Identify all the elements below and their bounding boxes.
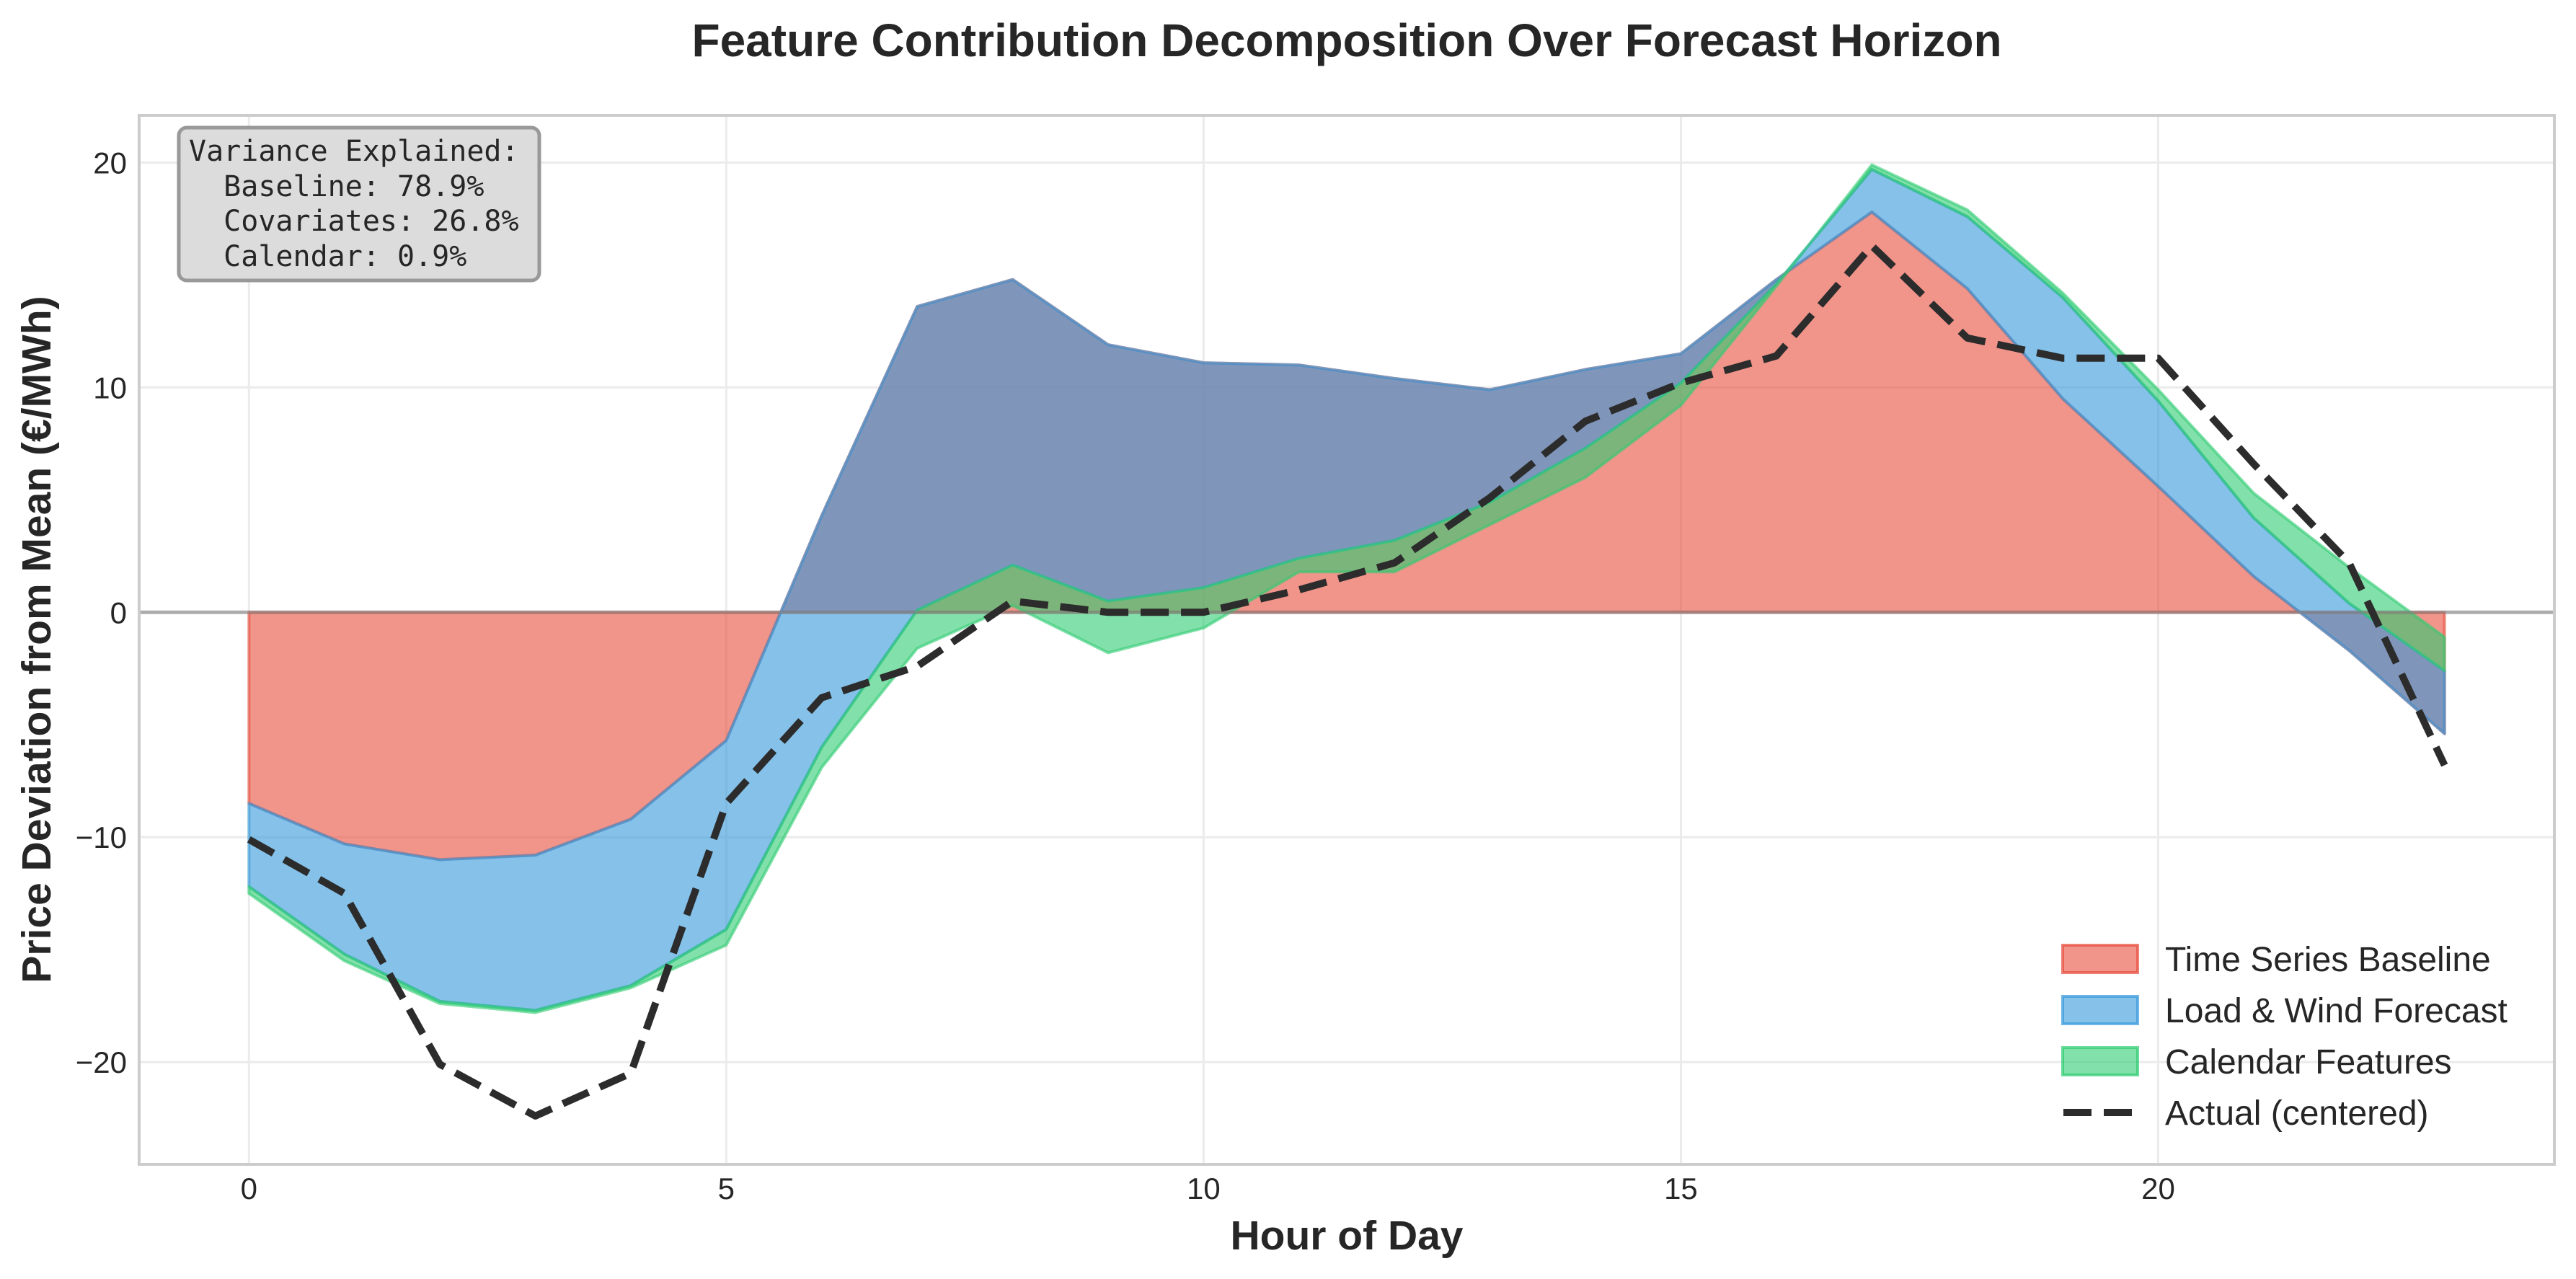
chart-title: Feature Contribution Decomposition Over …: [691, 14, 2001, 66]
legend: Time Series Baseline Load & Wind Forecas…: [2061, 941, 2508, 1133]
x-tick-label: 5: [718, 1172, 735, 1205]
legend-swatch-calendar: [2061, 1046, 2139, 1076]
x-tick-label: 15: [1664, 1172, 1698, 1205]
y-tick-labels: −20 −10 0 10 20: [76, 146, 127, 1079]
actual-line-layer: [247, 242, 2448, 1120]
area-calendar-features: [247, 163, 2446, 1014]
annotation-line-heading: Variance Explained:: [189, 135, 519, 168]
y-tick-label: −20: [76, 1045, 127, 1079]
legend-item-actual[interactable]: Actual (centered): [2063, 1094, 2429, 1133]
y-tick-label: 0: [110, 596, 127, 629]
y-tick-label: 20: [93, 146, 127, 180]
legend-swatch-baseline: [2061, 944, 2139, 974]
legend-label-baseline: Time Series Baseline: [2165, 941, 2491, 979]
legend-item-load-wind[interactable]: Load & Wind Forecast: [2061, 992, 2508, 1030]
y-tick-label: 10: [93, 371, 127, 404]
legend-item-calendar[interactable]: Calendar Features: [2061, 1043, 2452, 1081]
legend-label-calendar: Calendar Features: [2165, 1043, 2452, 1081]
x-tick-label: 20: [2141, 1172, 2175, 1205]
annotation-line-baseline: Baseline: 78.9%: [189, 170, 484, 203]
annotation-line-calendar: Calendar: 0.9%: [189, 240, 466, 273]
x-tick-labels: 0 5 10 15 20: [241, 1172, 2175, 1205]
legend-item-baseline[interactable]: Time Series Baseline: [2061, 941, 2491, 979]
annotation-background: [177, 125, 541, 283]
legend-label-load-wind: Load & Wind Forecast: [2165, 992, 2508, 1030]
x-tick-label: 0: [241, 1172, 257, 1205]
line-actual-centered: [247, 242, 2448, 1120]
y-axis-label: Price Deviation from Mean (€/MWh): [14, 296, 60, 983]
legend-label-actual: Actual (centered): [2165, 1094, 2429, 1133]
annotation-line-covariates: Covariates: 26.8%: [189, 205, 519, 238]
x-axis-label: Hour of Day: [1230, 1213, 1463, 1259]
variance-annotation-box: Variance Explained: Baseline: 78.9% Cova…: [177, 125, 541, 283]
plot-frame: [138, 114, 2556, 1166]
x-tick-label: 10: [1187, 1172, 1221, 1205]
legend-swatch-load-wind: [2061, 995, 2139, 1025]
y-tick-label: −10: [76, 820, 127, 854]
